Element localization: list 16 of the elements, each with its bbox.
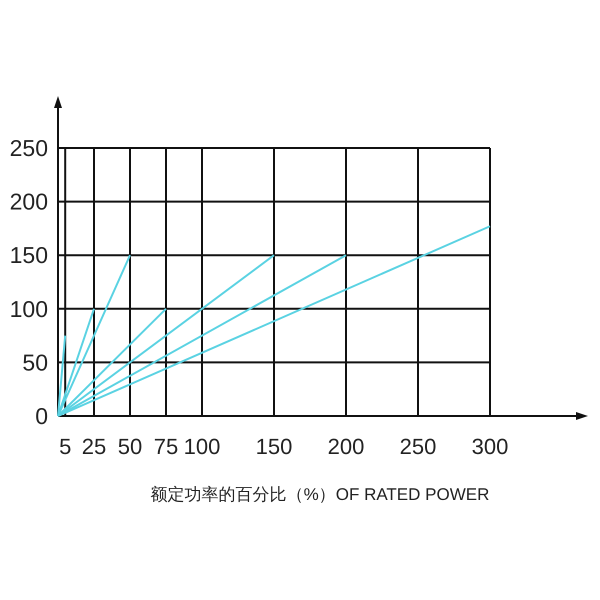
x-tick-label: 5 xyxy=(59,434,72,459)
y-tick-label: 150 xyxy=(10,242,48,268)
x-tick-label: 100 xyxy=(184,434,220,459)
x-axis-title: 额定功率的百分比（%）OF RATED POWER xyxy=(150,485,490,504)
x-tick-label: 150 xyxy=(256,434,292,459)
x-tick-label: 200 xyxy=(328,434,364,459)
y-tick-label: 200 xyxy=(10,188,48,215)
y-tick-label: 0 xyxy=(35,403,48,429)
x-tick-label: 300 xyxy=(472,434,508,459)
y-tick-label: 250 xyxy=(10,135,48,161)
x-tick-label: 250 xyxy=(400,434,436,459)
x-tick-label: 25 xyxy=(82,434,106,459)
x-tick-label: 50 xyxy=(118,434,142,459)
y-tick-label: 100 xyxy=(10,296,48,322)
x-tick-label: 75 xyxy=(154,434,178,459)
y-tick-label: 50 xyxy=(22,349,48,376)
